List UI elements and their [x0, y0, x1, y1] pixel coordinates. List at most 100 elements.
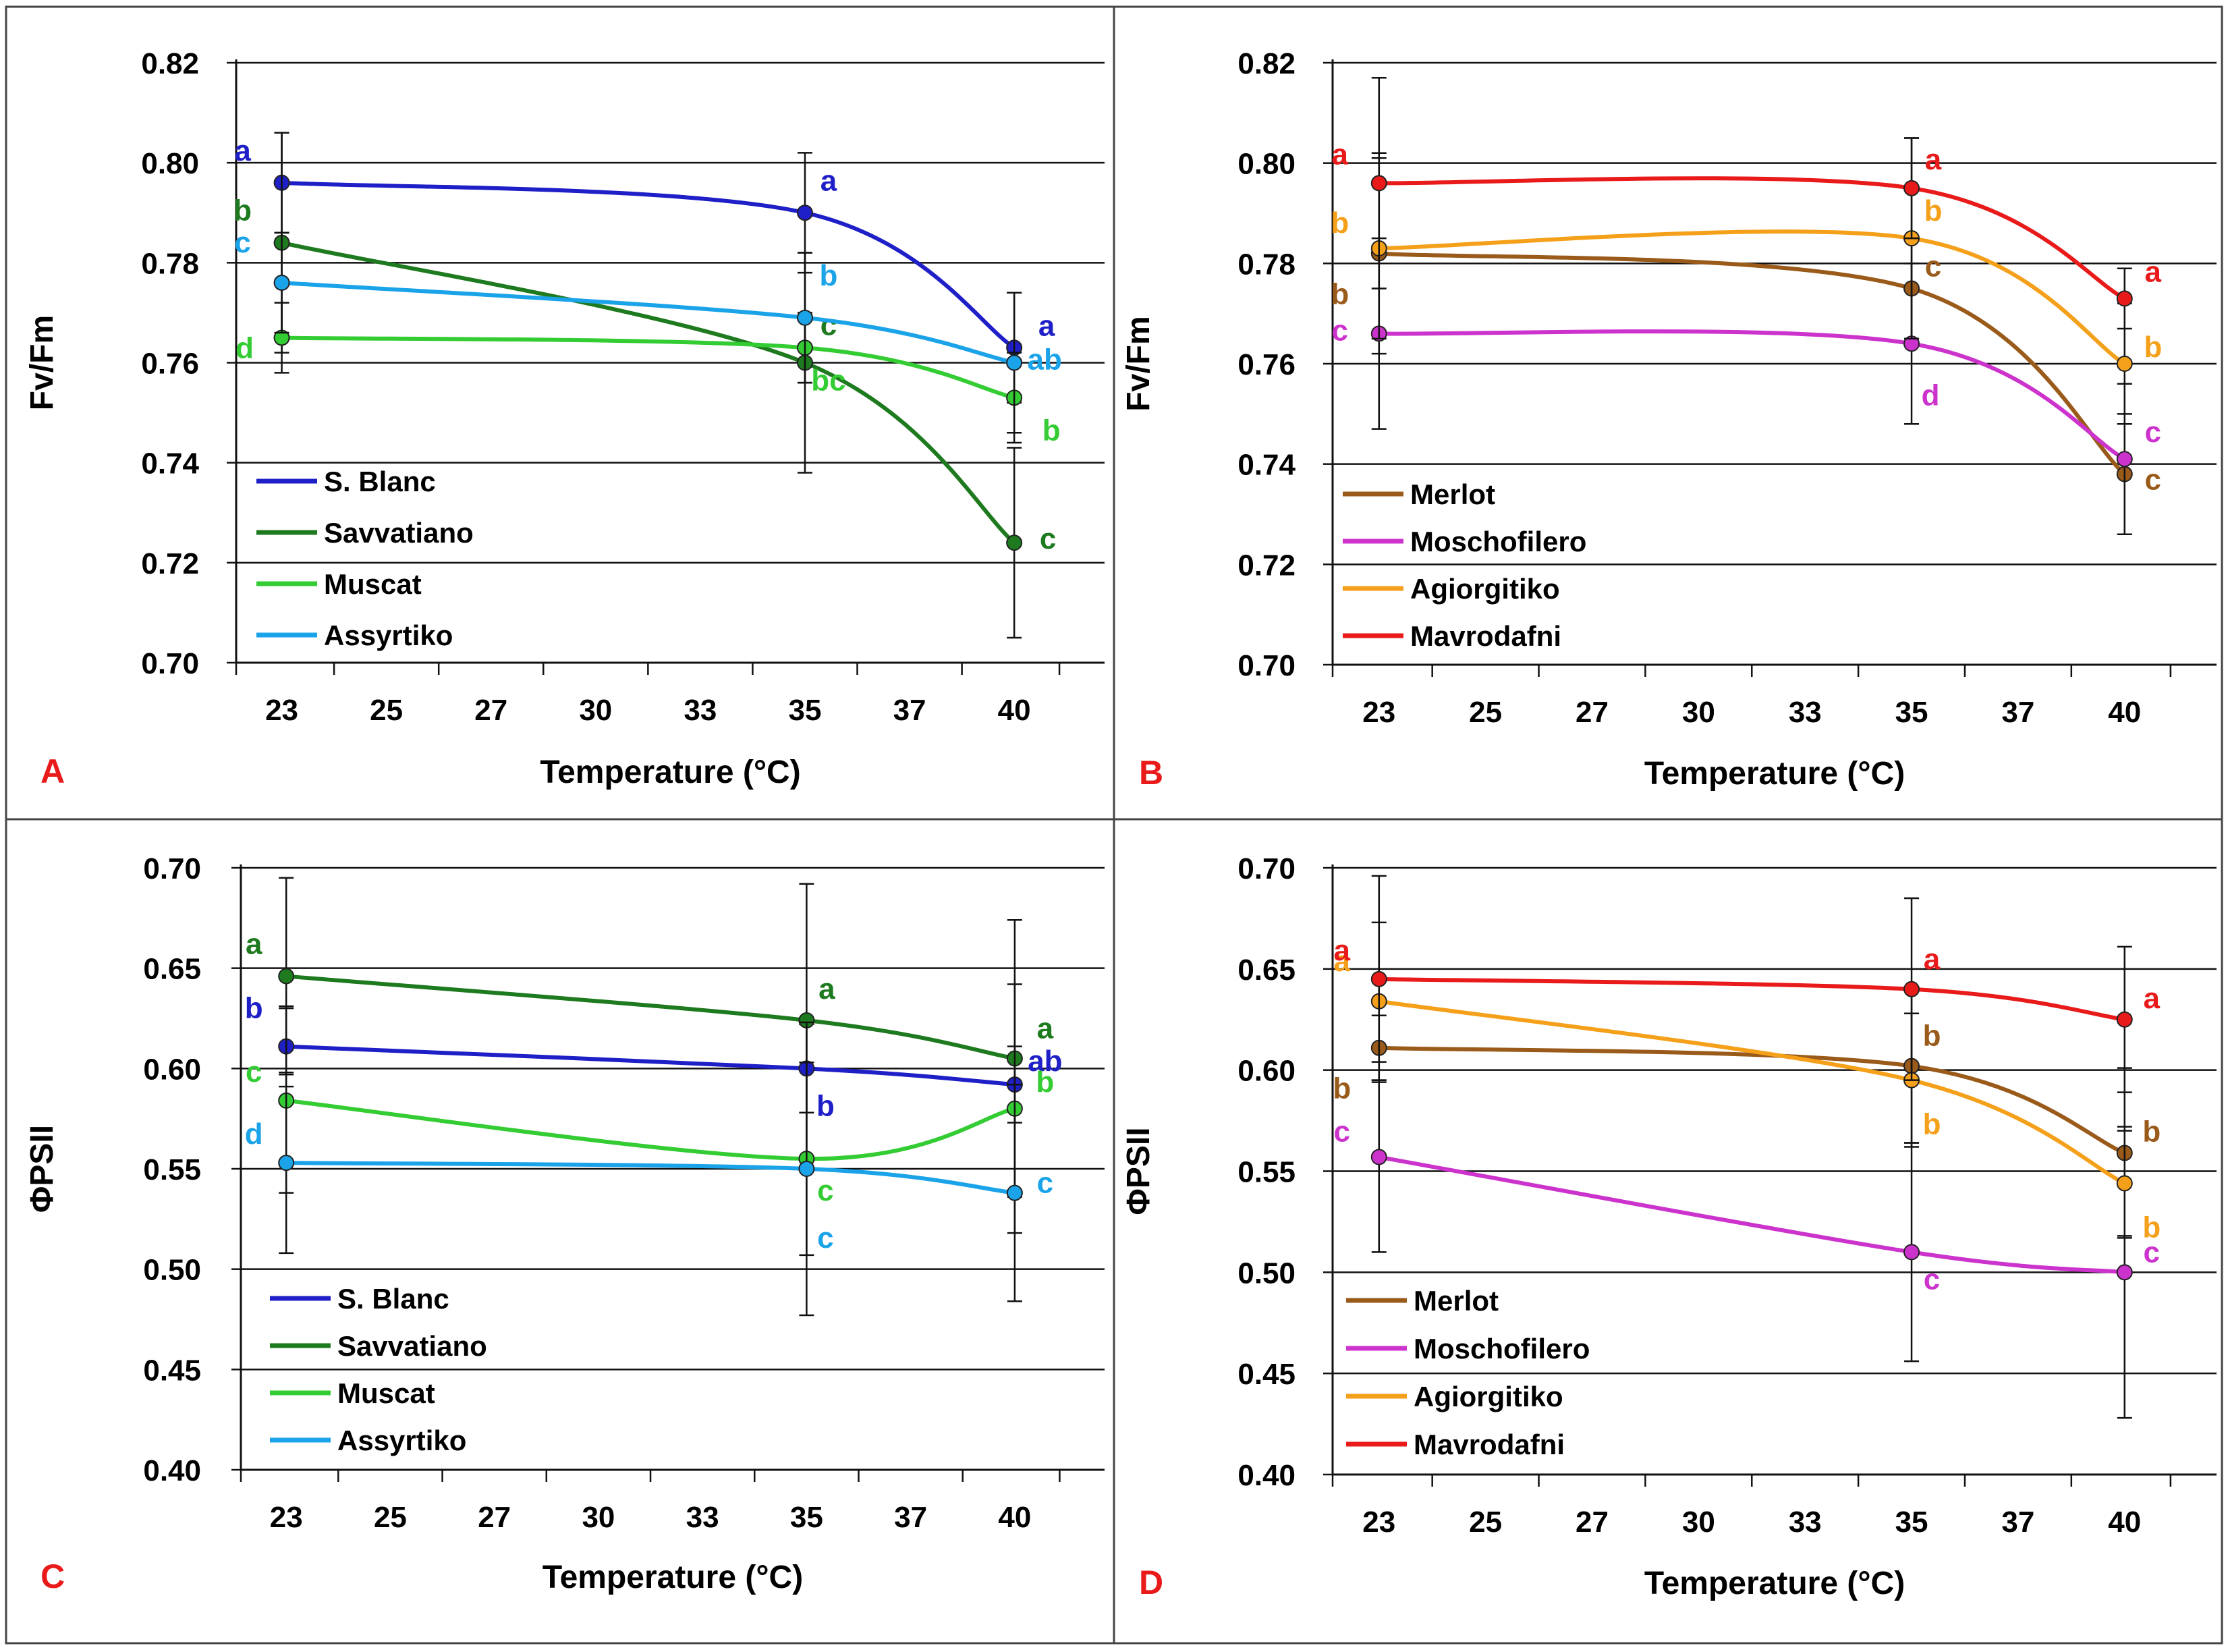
legend-entry: Muscat	[337, 1377, 435, 1409]
significance-letter: b	[233, 194, 252, 227]
significance-letter: a	[1334, 934, 1351, 967]
significance-letter: b	[1923, 1020, 1941, 1053]
significance-letter: a	[1924, 943, 1941, 976]
significance-letter: c	[2144, 1236, 2160, 1269]
x-tick-label: 27	[478, 1501, 511, 1534]
data-point	[2116, 1264, 2133, 1281]
x-tick-label: 30	[1682, 1506, 1715, 1539]
series-line-agiorgitiko	[1378, 229, 2126, 366]
x-tick-label: 33	[1789, 1506, 1822, 1539]
data-point	[273, 274, 290, 291]
significance-letter: d	[245, 1118, 263, 1151]
data-point	[1006, 354, 1023, 371]
significance-letter: a	[246, 928, 262, 961]
data-point	[2116, 1011, 2133, 1028]
chart-panel-a: 0.70 0.72 0.74 0.76 0.78 0.80 0.82 23 25 27 30 33 35…	[24, 47, 1105, 790]
significance-letter: a	[1038, 309, 1055, 342]
x-tick-label: 40	[2108, 1506, 2141, 1539]
x-tick-label: 25	[374, 1501, 407, 1534]
legend-entry: Savvatiano	[324, 517, 474, 549]
x-tick-label: 35	[1895, 1506, 1928, 1539]
x-tick-label: 27	[1576, 1506, 1609, 1539]
data-point	[278, 968, 295, 985]
y-tick-label: 0.45	[143, 1354, 201, 1387]
y-tick-label: 0.60	[143, 1053, 201, 1086]
significance-letter: c	[1925, 250, 1941, 283]
data-point	[1903, 1244, 1920, 1261]
y-tick-label: 0.74	[141, 447, 199, 480]
significance-letter: bc	[811, 364, 845, 397]
y-axis-title: ΦPSII	[1121, 1127, 1157, 1215]
data-point	[2116, 451, 2133, 468]
significance-letter: a	[2145, 255, 2162, 288]
y-tick-label: 0.76	[1237, 348, 1296, 381]
legend-entry: Savvatiano	[337, 1330, 487, 1362]
x-tick-label: 30	[579, 694, 612, 727]
y-tick-label: 0.40	[143, 1454, 201, 1487]
significance-letter: b	[1042, 414, 1061, 447]
significance-letter: b	[816, 1089, 835, 1122]
significance-letter: b	[1331, 277, 1349, 310]
data-point	[1370, 1149, 1387, 1165]
panel-label: A	[40, 752, 65, 790]
x-axis-title: Temperature (°C)	[540, 754, 800, 790]
x-tick-label: 23	[1362, 696, 1395, 729]
legend-entry: Agiorgitiko	[1410, 573, 1560, 605]
y-tick-label: 0.80	[141, 147, 199, 180]
x-tick-label: 40	[998, 1501, 1031, 1534]
panel-label: D	[1139, 1564, 1163, 1601]
legend-entry: S. Blanc	[324, 466, 436, 497]
y-tick-label: 0.55	[143, 1153, 201, 1186]
y-tick-label: 0.65	[1237, 954, 1296, 987]
legend-entry: Merlot	[1410, 478, 1495, 510]
y-tick-label: 0.70	[141, 647, 199, 680]
y-tick-label: 0.78	[1237, 248, 1296, 281]
y-tick-label: 0.78	[141, 247, 199, 280]
y-tick-label: 0.50	[143, 1254, 201, 1287]
y-tick-label: 0.40	[1237, 1459, 1296, 1492]
x-tick-label: 35	[790, 1501, 823, 1534]
x-tick-label: 40	[2108, 696, 2141, 729]
x-axis-title: Temperature (°C)	[542, 1560, 803, 1595]
legend-entry: Moschofilero	[1410, 526, 1586, 557]
significance-letter: a	[1332, 138, 1349, 171]
significance-letter: a	[1334, 945, 1351, 978]
x-tick-label: 40	[998, 694, 1031, 727]
y-tick-label: 0.82	[1237, 47, 1296, 80]
x-tick-label: 25	[370, 694, 403, 727]
x-axis-title: Temperature (°C)	[1644, 756, 1905, 792]
x-tick-label: 33	[686, 1501, 719, 1534]
data-point	[1903, 981, 1920, 997]
significance-letter: b	[1923, 1108, 1941, 1141]
significance-letter: c	[1040, 522, 1056, 555]
significance-letter: a	[234, 134, 251, 167]
panel-label: B	[1139, 754, 1163, 792]
significance-letter: a	[1925, 143, 1942, 176]
significance-letter: a	[820, 164, 837, 197]
data-point	[796, 204, 813, 221]
y-tick-label: 0.70	[1237, 852, 1296, 885]
significance-letter: b	[2144, 331, 2162, 364]
x-tick-label: 25	[1469, 1506, 1502, 1539]
series-line-assyrtiko	[281, 280, 1015, 365]
data-point	[796, 309, 813, 326]
x-tick-label: 30	[1682, 696, 1715, 729]
significance-letter: c	[1037, 1167, 1053, 1200]
x-tick-label: 37	[2001, 696, 2034, 729]
x-tick-label: 37	[894, 1501, 927, 1534]
legend-entry: Assyrtiko	[337, 1425, 466, 1456]
legend-entry: S. Blanc	[337, 1283, 449, 1315]
significance-letter: b	[1036, 1066, 1054, 1099]
series-line-muscat	[281, 335, 1015, 400]
data-point	[1006, 1184, 1023, 1201]
data-point	[2116, 1175, 2133, 1192]
y-tick-label: 0.45	[1237, 1358, 1296, 1391]
x-tick-label: 25	[1469, 696, 1502, 729]
panel-label: C	[40, 1558, 65, 1595]
legend-entry: Muscat	[324, 568, 422, 600]
significance-letter: c	[817, 1174, 833, 1207]
legend-entry: Mavrodafni	[1414, 1429, 1565, 1460]
data-point	[1370, 970, 1387, 987]
data-point	[1370, 175, 1387, 192]
series-line-assyrtiko	[286, 1161, 1015, 1195]
